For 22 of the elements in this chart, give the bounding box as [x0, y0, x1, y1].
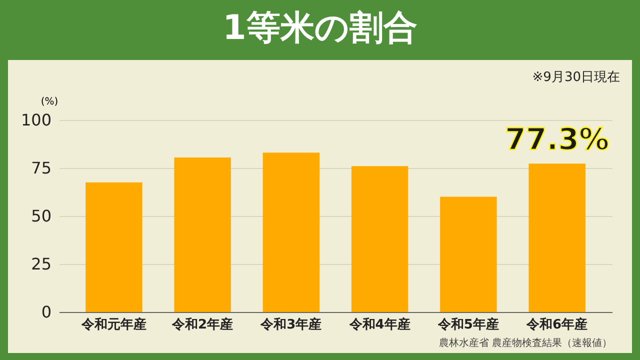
y-axis-title: (%) — [40, 96, 58, 108]
data-label: 77.3% — [505, 122, 610, 158]
y-tick-label: 75 — [31, 158, 52, 178]
y-tick-label: 50 — [31, 206, 52, 226]
x-tick-label: 令和2年産 — [171, 316, 234, 332]
y-tick-label: 0 — [41, 302, 52, 322]
bar — [86, 182, 142, 312]
chart-title: 1等米の割合 — [222, 7, 418, 50]
y-tick-label: 25 — [31, 254, 52, 274]
x-tick-label: 令和6年産 — [526, 316, 588, 332]
text: ※9月30日現在 — [532, 69, 620, 86]
x-tick-label: 令和4年産 — [348, 316, 410, 332]
bar — [174, 157, 231, 312]
bar — [528, 164, 586, 312]
bar — [351, 166, 408, 312]
x-tick-label: 令和元年産 — [80, 316, 146, 332]
x-tick-label: 令和5年産 — [436, 316, 499, 332]
bar — [262, 152, 320, 312]
text: 農林水産省 農産物検査結果（速報値） — [438, 336, 612, 350]
y-tick-label: 100 — [20, 110, 52, 130]
bar — [440, 196, 497, 312]
x-tick-label: 令和3年産 — [260, 316, 322, 332]
